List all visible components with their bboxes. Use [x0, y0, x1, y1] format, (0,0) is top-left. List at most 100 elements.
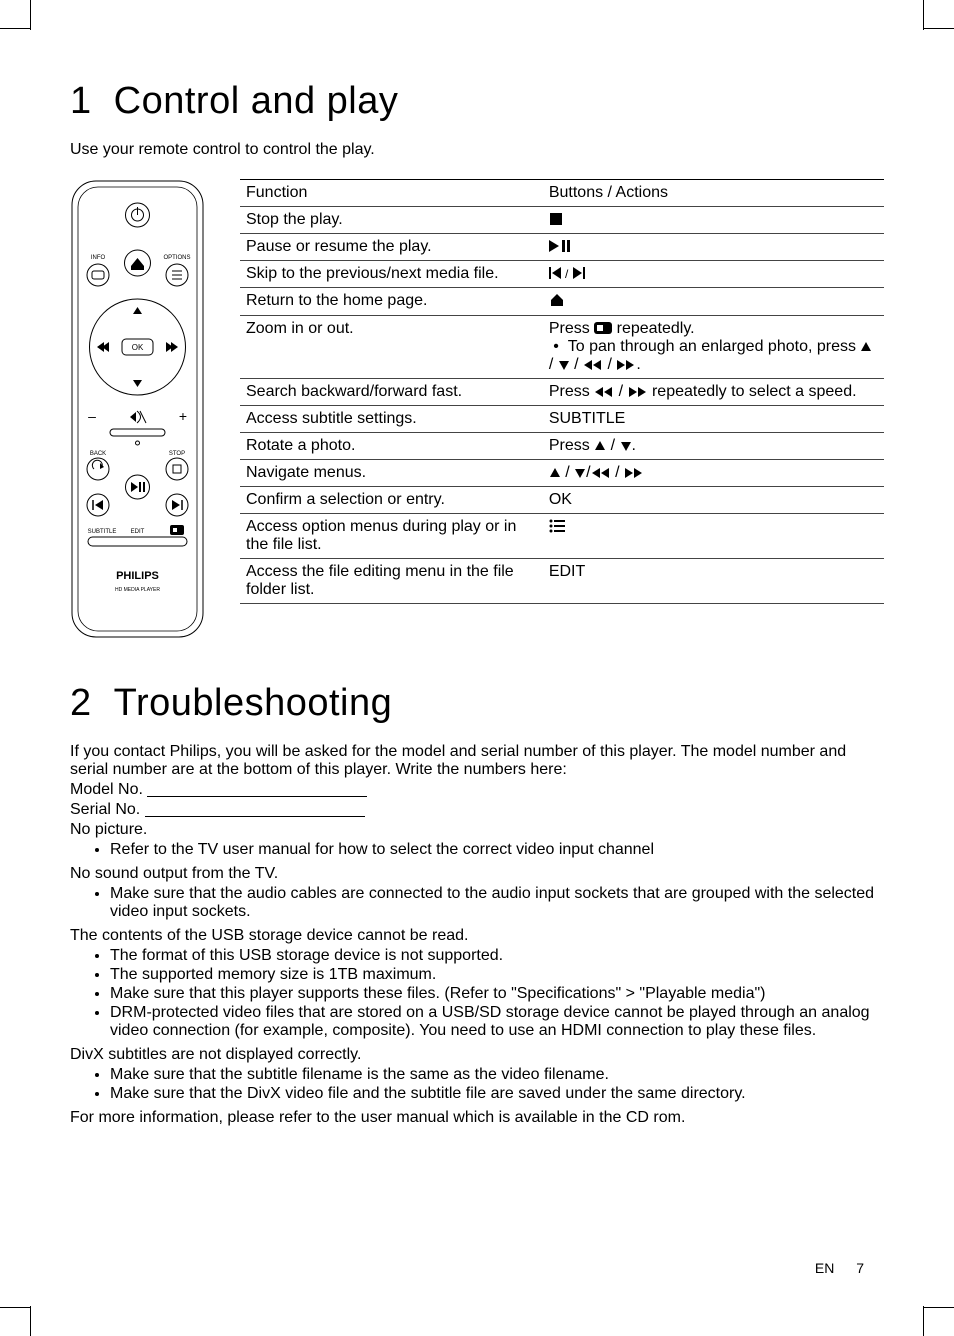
table-row: Access the file editing menu in the file… — [240, 559, 884, 604]
serial-label: Serial No. — [70, 801, 140, 818]
section2-number: 2 — [70, 682, 92, 724]
rewind-icon — [583, 359, 603, 371]
table-cell-function: Rotate a photo. — [240, 433, 543, 460]
ts-heading: DivX subtitles are not displayed correct… — [70, 1046, 884, 1064]
function-table: Function Buttons / Actions Stop the play… — [240, 179, 884, 604]
table-row: Search backward/forward fast.Press / rep… — [240, 379, 884, 406]
ts-item: Make sure that the DivX video file and t… — [110, 1085, 884, 1103]
troubleshooting-body: If you contact Philips, you will be aske… — [70, 743, 884, 1127]
section2-heading: 2 Troubleshooting — [70, 682, 884, 725]
list-icon — [549, 519, 565, 533]
up-icon — [549, 467, 561, 479]
table-header-buttons: Buttons / Actions — [543, 180, 884, 207]
forward-icon — [628, 386, 648, 398]
table-cell-function: Navigate menus. — [240, 460, 543, 487]
remote-sub-brand: HD MEDIA PLAYER — [115, 587, 160, 593]
ts-item: The format of this USB storage device is… — [110, 947, 884, 965]
up-icon — [860, 341, 872, 353]
table-cell-action: / / / — [543, 460, 884, 487]
table-row: Zoom in or out.Press repeatedly. • To pa… — [240, 316, 884, 379]
table-cell-function: Confirm a selection or entry. — [240, 487, 543, 514]
forward-icon — [616, 359, 636, 371]
remote-plus: + — [179, 408, 187, 424]
forward-icon — [624, 467, 644, 479]
up-icon — [594, 440, 606, 452]
table-cell-function: Skip to the previous/next media file. — [240, 261, 543, 288]
ts-list: Make sure that the subtitle filename is … — [70, 1066, 884, 1103]
table-row: Return to the home page. — [240, 288, 884, 316]
section2-closing: For more information, please refer to th… — [70, 1109, 884, 1127]
ts-list: Make sure that the audio cables are conn… — [70, 885, 884, 921]
remote-back-label: BACK — [90, 451, 106, 457]
table-cell-function: Return to the home page. — [240, 288, 543, 316]
table-row: Stop the play. — [240, 207, 884, 234]
ts-heading: No picture. — [70, 821, 884, 839]
ts-list: Refer to the TV user manual for how to s… — [70, 841, 884, 859]
section2-title: Troubleshooting — [114, 682, 393, 724]
table-cell-action: / — [543, 261, 884, 288]
footer-lang: EN — [815, 1260, 834, 1276]
page-footer: EN 7 — [815, 1260, 864, 1276]
remote-brand: PHILIPS — [116, 570, 159, 582]
ts-item: Refer to the TV user manual for how to s… — [110, 841, 884, 859]
remote-minus: – — [88, 408, 96, 424]
rewind-icon — [594, 386, 614, 398]
table-cell-function: Stop the play. — [240, 207, 543, 234]
table-cell-function: Access subtitle settings. — [240, 406, 543, 433]
table-cell-action: EDIT — [543, 559, 884, 604]
table-row: Confirm a selection or entry.OK — [240, 487, 884, 514]
table-row: Access subtitle settings.SUBTITLE — [240, 406, 884, 433]
blank-line — [145, 816, 365, 817]
remote-edit-label: EDIT — [131, 529, 145, 535]
remote-subtitle-label: SUBTITLE — [88, 529, 117, 535]
section1-intro: Use your remote control to control the p… — [70, 141, 884, 159]
footer-page: 7 — [856, 1260, 864, 1276]
ts-heading: No sound output from the TV. — [70, 865, 884, 883]
table-cell-action: Press / repeatedly to select a speed. — [543, 379, 884, 406]
ts-item: The supported memory size is 1TB maximum… — [110, 966, 884, 984]
section2-intro: If you contact Philips, you will be aske… — [70, 743, 884, 779]
table-cell-action — [543, 514, 884, 559]
remote-options-label: OPTIONS — [163, 255, 190, 261]
model-label: Model No. — [70, 781, 143, 798]
section1-title: Control and play — [114, 80, 399, 122]
ts-heading: The contents of the USB storage device c… — [70, 927, 884, 945]
table-cell-action — [543, 288, 884, 316]
table-row: Skip to the previous/next media file. / — [240, 261, 884, 288]
table-cell-function: Pause or resume the play. — [240, 234, 543, 261]
table-row: Access option menus during play or in th… — [240, 514, 884, 559]
table-cell-action — [543, 207, 884, 234]
ts-item: Make sure that the audio cables are conn… — [110, 885, 884, 921]
stop-icon — [549, 212, 563, 226]
play-pause-icon — [549, 239, 571, 253]
ts-item: DRM-protected video files that are store… — [110, 1004, 884, 1040]
page: 1 Control and play Use your remote contro… — [0, 0, 954, 1336]
remote-ok-label: OK — [132, 343, 144, 352]
table-row: Rotate a photo.Press / . — [240, 433, 884, 460]
serial-line: Serial No. — [70, 801, 884, 819]
table-cell-action: Press repeatedly. • To pan through an en… — [543, 316, 884, 379]
table-header-function: Function — [240, 180, 543, 207]
blank-line — [147, 796, 367, 797]
table-cell-action: SUBTITLE — [543, 406, 884, 433]
remote-info-label: INFO — [91, 255, 106, 261]
table-cell-function: Zoom in or out. — [240, 316, 543, 379]
table-row: Pause or resume the play. — [240, 234, 884, 261]
table-cell-action: Press / . — [543, 433, 884, 460]
section1-heading: 1 Control and play — [70, 80, 884, 123]
home-icon — [549, 292, 565, 308]
down-icon — [620, 440, 632, 452]
prev-next-icon: / — [549, 266, 589, 280]
remote-stop-label: STOP — [169, 451, 185, 457]
model-line: Model No. — [70, 781, 884, 799]
section1-number: 1 — [70, 80, 92, 122]
ts-list: The format of this USB storage device is… — [70, 947, 884, 1040]
ts-item: Make sure that the subtitle filename is … — [110, 1066, 884, 1084]
rewind-icon — [591, 467, 611, 479]
remote-illustration: INFO OPTIONS OK – + — [70, 179, 210, 644]
ts-item: Make sure that this player supports thes… — [110, 985, 884, 1003]
down-icon — [558, 359, 570, 371]
table-cell-function: Access option menus during play or in th… — [240, 514, 543, 559]
table-cell-action: OK — [543, 487, 884, 514]
svg-text:/: / — [565, 267, 569, 280]
